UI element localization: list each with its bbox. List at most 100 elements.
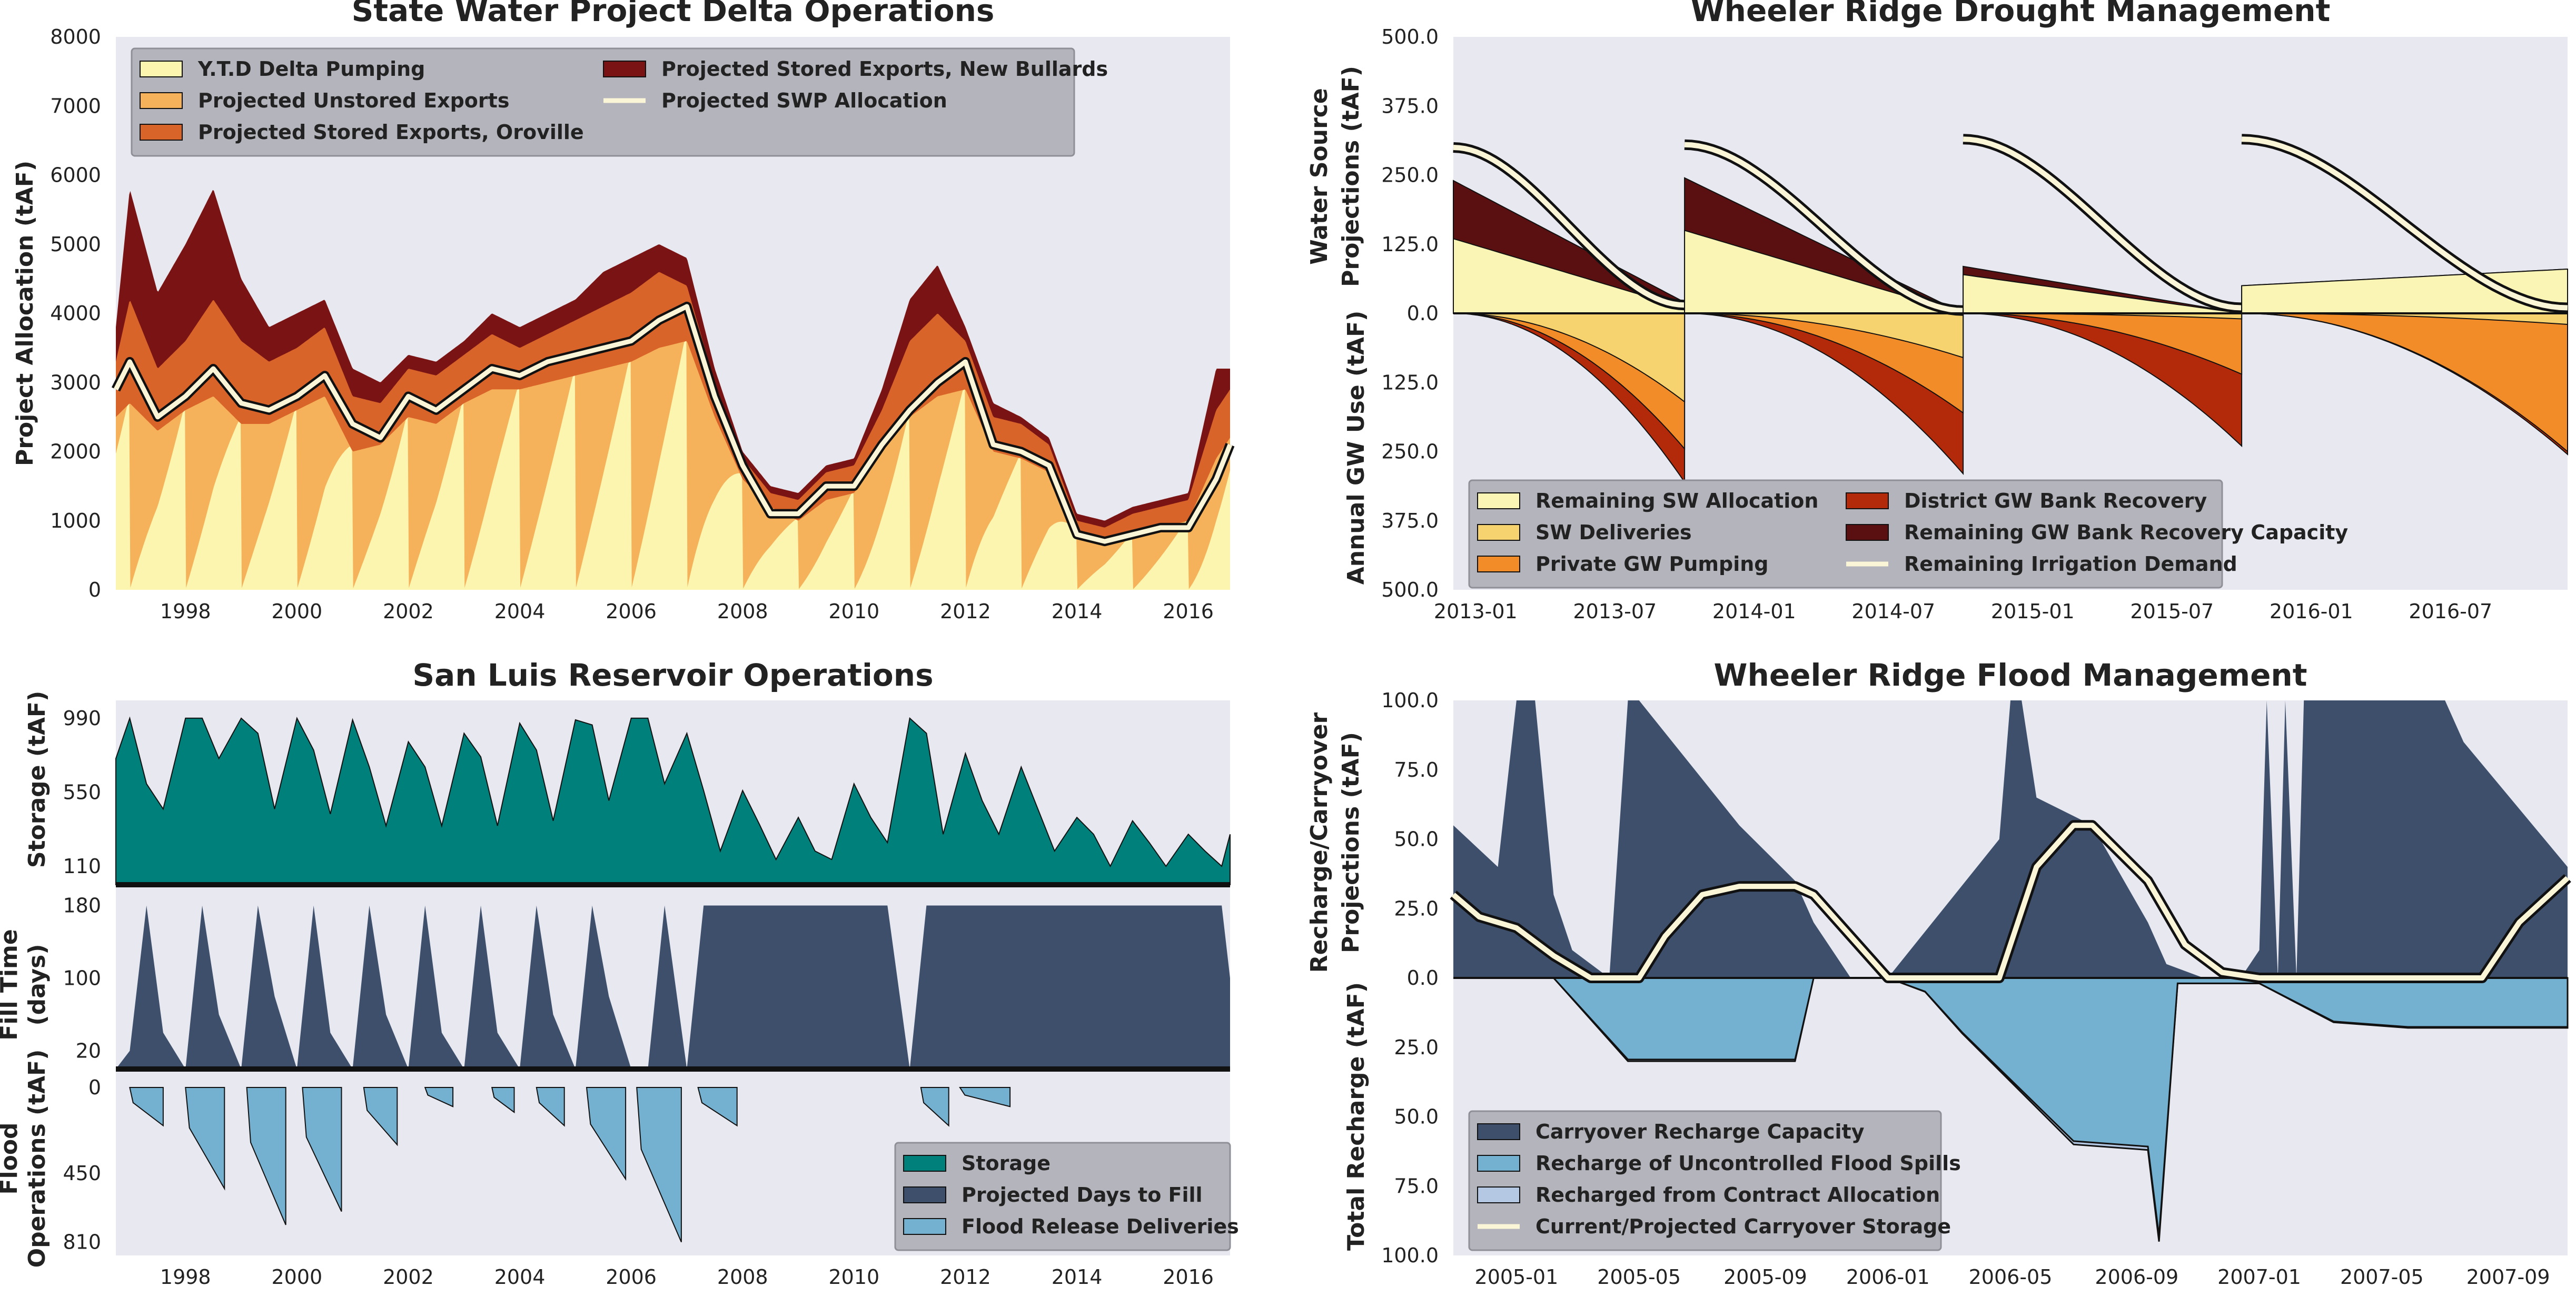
y-tick-label: 1000 xyxy=(50,509,101,532)
y-tick-label: 3000 xyxy=(50,371,101,394)
legend-label: Projected Stored Exports, New Bullards xyxy=(661,57,1108,81)
y-tick-label: 0 xyxy=(88,1076,101,1099)
y-tick-label: 500.0 xyxy=(1381,25,1439,48)
y-tick-label: 20 xyxy=(76,1040,101,1063)
area-flood-release xyxy=(636,1087,682,1242)
y-tick-label: 5000 xyxy=(50,233,101,256)
area-flood-release xyxy=(959,1087,1011,1107)
x-tick-label: 2008 xyxy=(717,600,768,623)
x-tick-label: 2014 xyxy=(1052,1265,1103,1289)
legend-label: Recharge of Uncontrolled Flood Spills xyxy=(1535,1152,1961,1175)
legend-label: Remaining Irrigation Demand xyxy=(1904,552,2237,576)
line-irrigation-demand xyxy=(1453,145,1685,308)
area-flood-release xyxy=(246,1087,286,1225)
legend-label: Flood Release Deliveries xyxy=(962,1215,1239,1238)
area-sw-deliveries xyxy=(1685,313,1964,359)
x-tick-label: 2014-01 xyxy=(1712,600,1796,623)
y-tick-label: 75.0 xyxy=(1394,1174,1439,1198)
legend-flood: Carryover Recharge Capacity Recharge of U… xyxy=(1468,1110,1961,1251)
legend-swatch xyxy=(1477,1186,1520,1203)
area-flood-release xyxy=(920,1087,949,1127)
legend-label: Storage xyxy=(962,1152,1051,1175)
x-tick-label: 2014 xyxy=(1052,600,1103,623)
y-ticks-sanluis: 990 550 110 180 100 20 0 450 810 xyxy=(63,707,101,1254)
legend-label: Remaining SW Allocation xyxy=(1535,489,1818,512)
y-axis-label-fill-1: Fill Time xyxy=(0,929,23,1040)
legend-swatch xyxy=(903,1155,946,1172)
area-flood-release xyxy=(302,1087,342,1212)
y-axis-label-storage: Storage (tAF) xyxy=(24,691,51,868)
y-tick-label: 250.0 xyxy=(1381,164,1439,187)
area-storage xyxy=(115,716,1231,885)
y-tick-label: 990 xyxy=(63,707,101,730)
area-private-gw-pumping xyxy=(1963,313,2243,375)
area-private-gw-pumping xyxy=(2242,313,2568,453)
y-axis-label-flood-bottom: Total Recharge (tAF) xyxy=(1343,982,1370,1251)
x-ticks-sanluis: 1998 2000 2002 2004 2006 2008 2010 2012 2014 2016 xyxy=(160,1265,1214,1289)
y-axis-label-drought-bottom: Annual GW Use (tAF) xyxy=(1343,311,1370,585)
x-tick-label: 2013-01 xyxy=(1434,600,1518,623)
x-ticks-flood: 2005-01 2005-05 2005-09 2006-01 2006-05 2006-… xyxy=(1475,1265,2550,1289)
legend-label: Carryover Recharge Capacity xyxy=(1535,1120,1865,1143)
area-sw-deliveries xyxy=(1453,313,1686,403)
y-axis-label-fill-2: (days) xyxy=(24,944,51,1026)
chart-title-delta: State Water Project Delta Operations xyxy=(352,0,995,28)
y-ticks-delta: 0 1000 2000 3000 4000 5000 6000 7000 8000 xyxy=(50,25,101,601)
area-ytd-pumping xyxy=(116,341,1230,590)
y-tick-label: 8000 xyxy=(50,25,101,48)
y-tick-label: 100.0 xyxy=(1381,689,1439,712)
panel-flood-management: Wheeler Ridge Flood Management Recharge/… xyxy=(1306,657,2571,1289)
line-allocation xyxy=(113,304,1233,544)
chart-title-flood: Wheeler Ridge Flood Management xyxy=(1714,657,2307,693)
x-tick-label: 2000 xyxy=(271,1265,322,1289)
y-tick-label: 6000 xyxy=(50,164,101,187)
x-ticks-delta: 1998 2000 2002 2004 2006 2008 2010 2012 2014 2016 xyxy=(160,600,1214,623)
y-tick-label: 25.0 xyxy=(1394,1036,1439,1059)
area-days-to-fill xyxy=(116,905,1230,1069)
y-tick-label: 7000 xyxy=(50,94,101,117)
x-tick-label: 2005-01 xyxy=(1475,1265,1559,1289)
legend-swatch xyxy=(1477,1123,1520,1140)
area-flood-spills xyxy=(1453,977,2569,1236)
legend-swatch xyxy=(903,1186,946,1203)
sanluis-plot-marks xyxy=(115,716,1231,1242)
legend-swatch xyxy=(1477,556,1520,572)
legend-label: Private GW Pumping xyxy=(1535,552,1769,576)
legend-swatch xyxy=(140,61,183,77)
x-tick-label: 2012 xyxy=(940,1265,991,1289)
y-axis-label-flood-top-2: Projections (tAF) xyxy=(1337,732,1364,953)
y-axis-label-flood-1: Flood xyxy=(0,1122,23,1194)
x-tick-label: 2007-09 xyxy=(2466,1265,2550,1289)
x-tick-label: 2002 xyxy=(383,600,434,623)
legend-label: Projected SWP Allocation xyxy=(661,89,947,112)
legend-label: Y.T.D Delta Pumping xyxy=(197,57,425,81)
area-remaining-sw-allocation xyxy=(1963,274,2242,314)
y-tick-label: 0.0 xyxy=(1407,966,1439,990)
y-tick-label: 375.0 xyxy=(1381,94,1439,117)
line-irrigation-demand xyxy=(1963,136,2242,311)
legend-drought: Remaining SW Allocation SW Deliveries Priv… xyxy=(1468,479,2348,589)
y-ticks-flood: 100.0 75.0 50.0 25.0 0.0 25.0 50.0 75.0 100.0 xyxy=(1381,689,1439,1267)
area-carryover-capacity xyxy=(1453,700,2568,978)
y-tick-label: 450 xyxy=(63,1162,101,1185)
y-tick-label: 250.0 xyxy=(1381,440,1439,463)
legend-swatch xyxy=(140,124,183,141)
x-tick-label: 1998 xyxy=(160,1265,211,1289)
flood-plot-marks xyxy=(1450,700,2571,1242)
y-axis-label-drought-top-2: Projections (tAF) xyxy=(1337,66,1364,287)
y-tick-label: 500.0 xyxy=(1381,578,1439,601)
x-ticks-drought: 2013-01 2013-07 2014-01 2014-07 2015-01 2015-… xyxy=(1434,600,2492,623)
y-tick-label: 125.0 xyxy=(1381,233,1439,256)
area-flood-release xyxy=(491,1087,515,1114)
x-tick-label: 2012 xyxy=(940,600,991,623)
panel-san-luis-reservoir: San Luis Reservoir Operations Storage (t… xyxy=(0,657,1239,1289)
legend-swatch xyxy=(1846,492,1889,509)
y-tick-label: 110 xyxy=(63,855,101,878)
y-axis-label-flood-2: Operations (tAF) xyxy=(24,1050,51,1268)
y-axis-label-drought-top-1: Water Source xyxy=(1306,88,1333,264)
legend-label: Current/Projected Carryover Storage xyxy=(1535,1215,1951,1238)
legend-swatch xyxy=(903,1218,946,1235)
x-tick-label: 1998 xyxy=(160,600,211,623)
y-tick-label: 100 xyxy=(63,967,101,990)
